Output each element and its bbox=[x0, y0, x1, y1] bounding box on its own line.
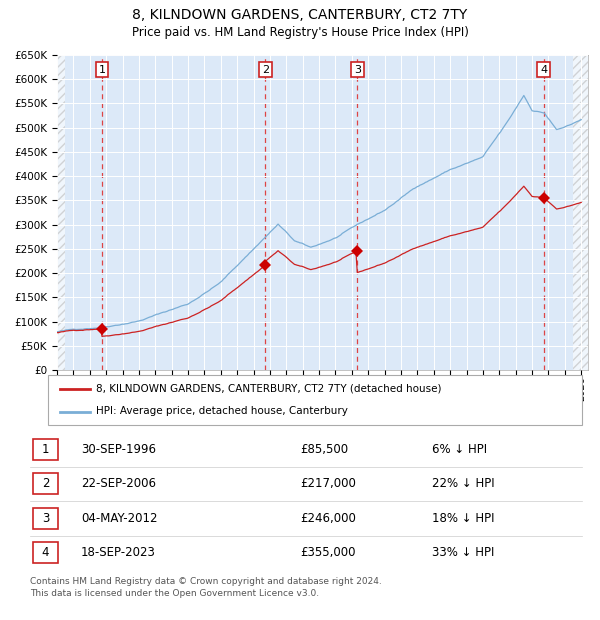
Bar bbox=[57, 55, 65, 370]
Text: 6% ↓ HPI: 6% ↓ HPI bbox=[432, 443, 487, 456]
Text: HPI: Average price, detached house, Canterbury: HPI: Average price, detached house, Cant… bbox=[96, 407, 348, 417]
Text: £217,000: £217,000 bbox=[300, 477, 356, 490]
Text: 1: 1 bbox=[42, 443, 49, 456]
Bar bbox=[573, 55, 588, 370]
Text: £246,000: £246,000 bbox=[300, 512, 356, 525]
Text: 2: 2 bbox=[262, 64, 269, 74]
Text: 33% ↓ HPI: 33% ↓ HPI bbox=[432, 546, 494, 559]
Text: 22-SEP-2006: 22-SEP-2006 bbox=[81, 477, 156, 490]
Text: £85,500: £85,500 bbox=[300, 443, 348, 456]
Text: 3: 3 bbox=[354, 64, 361, 74]
Text: 22% ↓ HPI: 22% ↓ HPI bbox=[432, 477, 494, 490]
Text: Price paid vs. HM Land Registry's House Price Index (HPI): Price paid vs. HM Land Registry's House … bbox=[131, 26, 469, 39]
Text: 3: 3 bbox=[42, 512, 49, 525]
Text: 04-MAY-2012: 04-MAY-2012 bbox=[81, 512, 157, 525]
Text: 8, KILNDOWN GARDENS, CANTERBURY, CT2 7TY: 8, KILNDOWN GARDENS, CANTERBURY, CT2 7TY bbox=[133, 8, 467, 22]
Text: 2: 2 bbox=[42, 477, 49, 490]
Text: 8, KILNDOWN GARDENS, CANTERBURY, CT2 7TY (detached house): 8, KILNDOWN GARDENS, CANTERBURY, CT2 7TY… bbox=[96, 384, 442, 394]
Text: 1: 1 bbox=[98, 64, 106, 74]
Text: Contains HM Land Registry data © Crown copyright and database right 2024.
This d: Contains HM Land Registry data © Crown c… bbox=[30, 577, 382, 598]
Text: 4: 4 bbox=[42, 546, 49, 559]
Text: 18% ↓ HPI: 18% ↓ HPI bbox=[432, 512, 494, 525]
Text: £355,000: £355,000 bbox=[300, 546, 355, 559]
Text: 4: 4 bbox=[540, 64, 547, 74]
Text: 30-SEP-1996: 30-SEP-1996 bbox=[81, 443, 156, 456]
Text: 18-SEP-2023: 18-SEP-2023 bbox=[81, 546, 156, 559]
